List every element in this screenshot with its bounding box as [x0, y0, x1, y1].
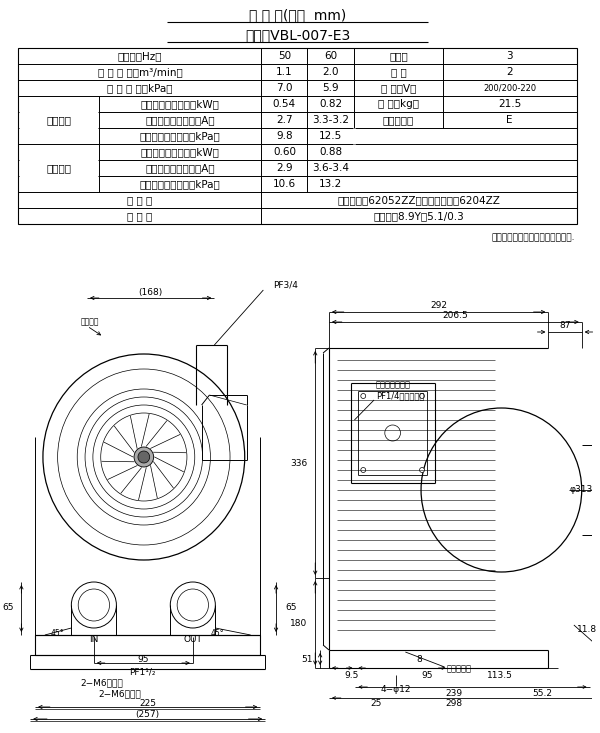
Circle shape [361, 468, 366, 473]
Text: 45°: 45° [51, 628, 64, 638]
Text: E: E [506, 115, 513, 125]
Text: 最大使用可能静圧（kPa）: 最大使用可能静圧（kPa） [140, 179, 220, 189]
Text: 0.88: 0.88 [319, 147, 343, 157]
Circle shape [361, 394, 366, 399]
Text: 質 量（kg）: 質 量（kg） [378, 99, 419, 109]
Text: 8: 8 [416, 655, 422, 665]
Bar [19, 48, 577, 224]
Circle shape [419, 468, 424, 473]
Text: PF1¹/₂: PF1¹/₂ [130, 668, 156, 677]
Text: 吸込特性: 吸込特性 [46, 115, 71, 125]
Text: 電 圧（V）: 電 圧（V） [381, 83, 416, 93]
Text: 65: 65 [285, 603, 296, 613]
Text: 2: 2 [506, 67, 513, 77]
Text: 2−M6ボルト: 2−M6ボルト [80, 679, 123, 688]
Text: PF3/4: PF3/4 [274, 281, 298, 290]
Text: 25: 25 [370, 699, 382, 709]
Text: 最大使用可能静圧（kPa）: 最大使用可能静圧（kPa） [140, 131, 220, 141]
Text: 極 数: 極 数 [391, 67, 406, 77]
Text: 87: 87 [559, 322, 571, 331]
Text: 200/200-220: 200/200-220 [483, 84, 536, 92]
Text: 最大使用可能電流（A）: 最大使用可能電流（A） [145, 115, 215, 125]
Text: 55.2: 55.2 [533, 688, 553, 698]
Text: 3.6-3.4: 3.6-3.4 [313, 163, 349, 173]
Text: 2−M6ボルト: 2−M6ボルト [98, 690, 141, 699]
Text: ブロワ側：62052ZZ　モートル側：6204ZZ: ブロワ側：62052ZZ モートル側：6204ZZ [338, 195, 500, 205]
Text: 298: 298 [446, 699, 463, 709]
Text: 225: 225 [139, 699, 156, 707]
Text: 4−φ12: 4−φ12 [380, 685, 411, 694]
Text: 2.0: 2.0 [323, 67, 339, 77]
Text: 相　数: 相 数 [389, 51, 408, 61]
Text: 定 格 風 量（m³/min）: 定 格 風 量（m³/min） [98, 67, 182, 77]
Text: 60: 60 [325, 51, 337, 61]
Text: 206.5: 206.5 [442, 312, 468, 320]
Text: 9.5: 9.5 [344, 671, 359, 680]
Text: 13.2: 13.2 [319, 179, 343, 189]
Text: 11.8: 11.8 [577, 625, 597, 635]
Text: 3: 3 [506, 51, 513, 61]
Text: 周波数（Hz）: 周波数（Hz） [118, 51, 162, 61]
Text: 51: 51 [301, 655, 313, 663]
Text: 292: 292 [430, 301, 447, 311]
Text: 113.5: 113.5 [487, 671, 512, 680]
Text: マンセル8.9Y、5.1/0.3: マンセル8.9Y、5.1/0.3 [374, 211, 464, 221]
Text: 50: 50 [278, 51, 291, 61]
Text: 寸 法 図(単位  mm): 寸 法 図(単位 mm) [249, 8, 346, 22]
Text: OUT: OUT [184, 636, 202, 644]
Text: 95: 95 [421, 671, 433, 680]
Text: 0.82: 0.82 [319, 99, 343, 109]
Text: IN: IN [89, 636, 98, 644]
Text: 定 格 静 圧（kPa）: 定 格 静 圧（kPa） [107, 83, 173, 93]
Text: 最大使用可能出力（kW）: 最大使用可能出力（kW） [140, 147, 220, 157]
Text: PF1/4（別途品）: PF1/4（別途品） [376, 391, 424, 400]
Text: 最大使用可能電流（A）: 最大使用可能電流（A） [145, 163, 215, 173]
Text: 相フランジ: 相フランジ [446, 665, 472, 674]
Circle shape [138, 451, 150, 463]
Circle shape [419, 394, 424, 399]
Text: 65: 65 [2, 603, 14, 613]
Text: φ313: φ313 [570, 485, 593, 495]
Text: 10.6: 10.6 [273, 179, 296, 189]
Text: 7.0: 7.0 [276, 83, 293, 93]
Text: 最大使用可能出力（kW）: 最大使用可能出力（kW） [140, 99, 220, 109]
Text: 2.9: 2.9 [276, 163, 293, 173]
Text: 回転方向: 回転方向 [80, 317, 98, 326]
Text: 180: 180 [290, 619, 307, 627]
Text: 239: 239 [446, 688, 463, 698]
Text: 21.5: 21.5 [498, 99, 521, 109]
Text: (257): (257) [136, 710, 160, 720]
Text: 圧力測定プラグ: 圧力測定プラグ [376, 380, 411, 389]
Text: 336: 336 [290, 459, 307, 468]
Text: 1.1: 1.1 [276, 67, 293, 77]
Text: 0.54: 0.54 [273, 99, 296, 109]
Text: 注）銅板表示は吸込特性表示です.: 注）銅板表示は吸込特性表示です. [491, 233, 575, 242]
Text: 0.60: 0.60 [273, 147, 296, 157]
Text: 5.9: 5.9 [323, 83, 339, 93]
Text: 形式：VBL-007-E3: 形式：VBL-007-E3 [245, 28, 350, 42]
Text: 玉 軸 受: 玉 軸 受 [127, 195, 152, 205]
Text: 45°: 45° [211, 628, 224, 638]
Circle shape [134, 447, 154, 467]
Text: (168): (168) [139, 287, 163, 297]
Text: 95: 95 [137, 655, 149, 663]
Text: 2.7: 2.7 [276, 115, 293, 125]
Text: 吐出特性: 吐出特性 [46, 163, 71, 173]
Text: 3.3-3.2: 3.3-3.2 [313, 115, 349, 125]
Text: 耗熱クラス: 耗熱クラス [383, 115, 414, 125]
Text: 塗 装 色: 塗 装 色 [127, 211, 152, 221]
Text: 12.5: 12.5 [319, 131, 343, 141]
Text: 9.8: 9.8 [276, 131, 293, 141]
